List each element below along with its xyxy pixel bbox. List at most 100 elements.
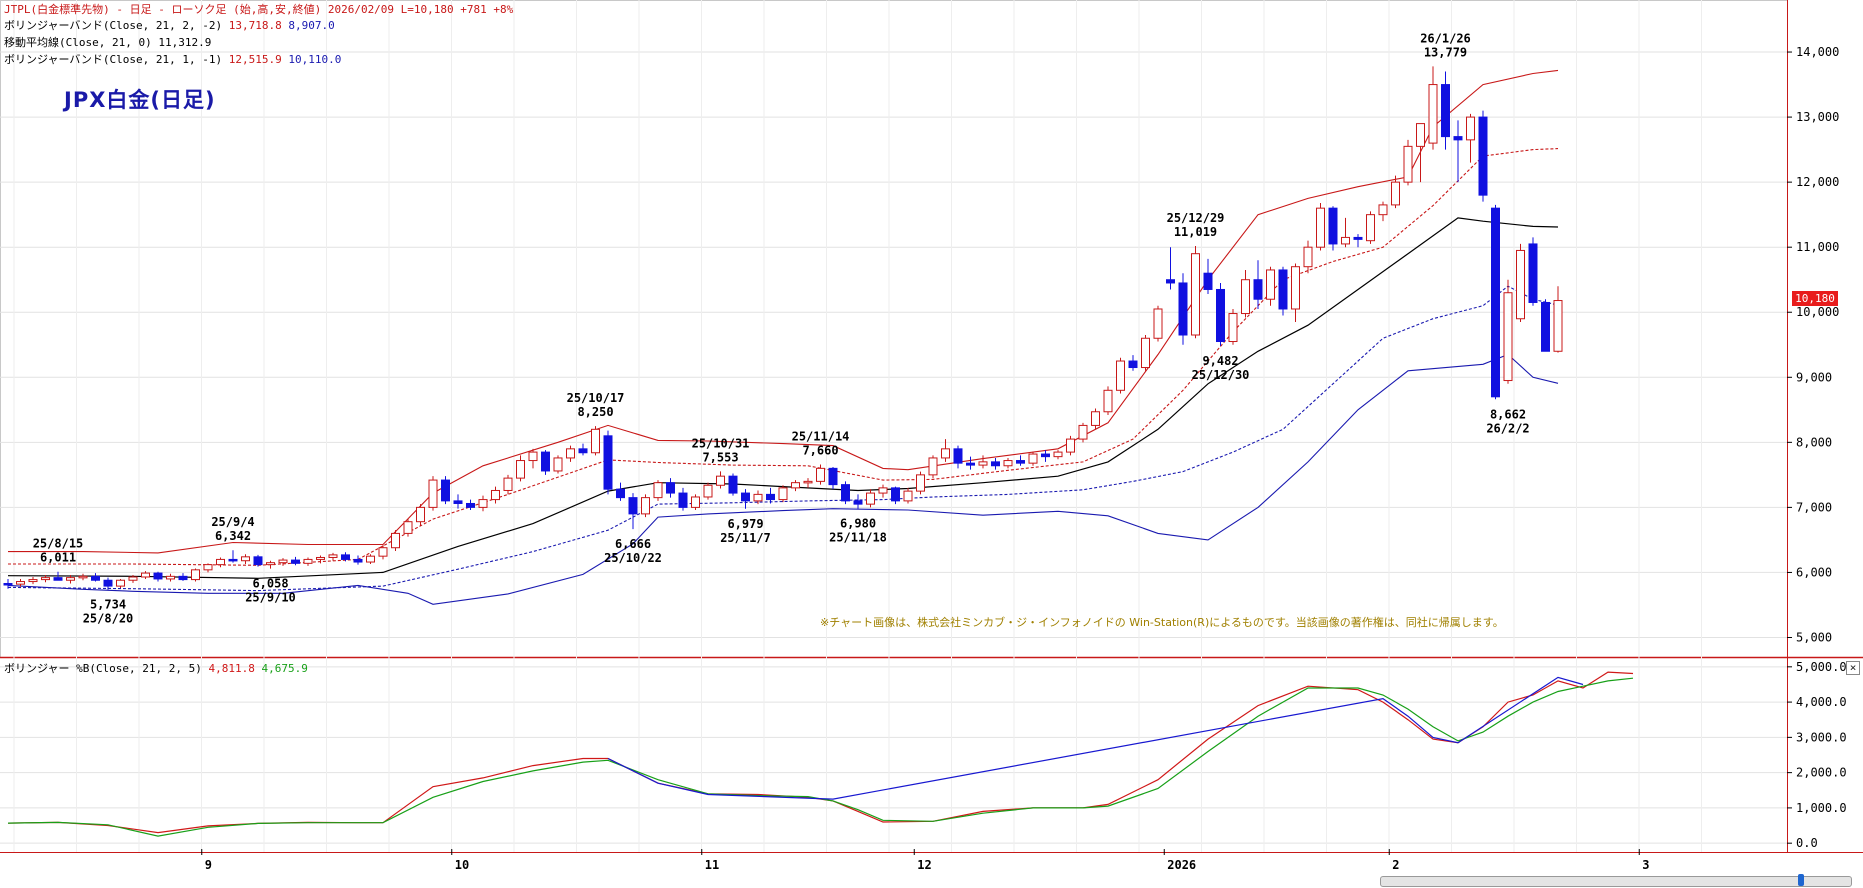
month-label: 10	[455, 858, 469, 872]
sub-ytick-label: 5,000.0	[1796, 660, 1847, 674]
candle-body	[1353, 236, 1363, 240]
candle-body	[266, 562, 275, 566]
annotation-label: 7,553	[702, 450, 738, 464]
candle-body	[303, 558, 313, 564]
candle-body	[641, 497, 650, 515]
annotation-label: 13,779	[1424, 45, 1467, 59]
candle-body	[903, 490, 913, 502]
copyright-note: ※チャート画像は、株式会社ミンカブ・ジ・インフォノイドの Win-Station…	[820, 616, 1504, 629]
candle-body	[1378, 204, 1388, 216]
sub-ytick-label: 2,000.0	[1796, 766, 1847, 780]
candle-body	[103, 579, 113, 587]
candle-body	[166, 575, 175, 580]
candle-body	[628, 497, 638, 515]
candle-body	[478, 499, 488, 508]
annotation-label: 25/11/18	[829, 531, 887, 545]
sub-header: ボリンジャー %B(Close, 21, 2, 5) 4,811.8 4,675…	[4, 662, 308, 675]
candle-body	[1316, 207, 1325, 248]
candle-body	[966, 462, 975, 466]
last-price-badge: 10,180	[1792, 291, 1838, 306]
annotation-label: 26/1/26	[1420, 31, 1471, 45]
candle-body	[991, 461, 1000, 467]
annotation-label: 25/12/30	[1192, 368, 1250, 382]
candle-body	[878, 487, 888, 494]
bb2-lower-value: 8,907.0	[288, 19, 335, 32]
candle-body	[453, 500, 463, 504]
candle-body	[541, 451, 550, 472]
scroll-thumb[interactable]	[1798, 874, 1804, 886]
candle-body	[691, 496, 700, 508]
header-line-ma: 移動平均線(Close, 21, 0) 11,312.9	[4, 36, 211, 49]
candle-body	[728, 475, 738, 494]
candle-body	[1553, 300, 1563, 352]
pctb-blue-line	[607, 676, 1584, 800]
candle-body	[1466, 116, 1475, 141]
annotation-label: 25/11/7	[720, 531, 771, 545]
candle-body	[378, 547, 388, 557]
annotation-label: 25/11/14	[792, 429, 850, 443]
pctb-label: ボリンジャー %B(Close, 21, 2, 5)	[4, 662, 202, 675]
candle-body	[466, 502, 475, 508]
annotation-label: 8,662	[1490, 407, 1526, 421]
candle-body	[66, 577, 75, 581]
pctb-value-green: 4,675.9	[261, 662, 308, 675]
candle-body	[791, 482, 800, 489]
candle-body	[916, 474, 925, 492]
candle-body	[491, 489, 500, 501]
annotation-label: 6,666	[615, 537, 651, 551]
header-line-main: JTPL(白金標準先物) - 日足 - ローソク足 (始,高,安,終値) 202…	[4, 3, 513, 16]
annotation-label: 7,660	[802, 443, 838, 457]
month-label: 2	[1392, 858, 1399, 872]
pctb-value-red: 4,811.8	[208, 662, 255, 675]
candle-body	[128, 576, 138, 581]
candle-body	[228, 558, 238, 562]
candle-body	[353, 558, 363, 563]
bb2-label: ボリンジャーバンド(Close, 21, 2, -2)	[4, 19, 223, 32]
candle-body	[528, 451, 538, 462]
annotation-label: 8,250	[577, 405, 613, 419]
main-ytick-label: 11,000	[1796, 240, 1839, 254]
sub-ytick-label: 0.0	[1796, 836, 1818, 850]
candle-body	[703, 484, 713, 498]
candle-body	[753, 493, 763, 502]
bb2-upper-line	[8, 69, 1559, 554]
candle-body	[416, 506, 425, 523]
annotation-label: 6,058	[252, 577, 288, 591]
main-ytick-label: 6,000	[1796, 565, 1832, 579]
bb1-lower-line	[7, 285, 1559, 592]
candle-body	[566, 448, 575, 459]
chart-title: JPX白金(日足)	[64, 88, 216, 112]
sub-ytick-label: 3,000.0	[1796, 730, 1847, 744]
month-label: 9	[205, 858, 212, 872]
candle-body	[1166, 279, 1175, 284]
ma-value: 11,312.9	[158, 36, 212, 49]
candle-body	[766, 493, 775, 501]
candle-body	[841, 484, 850, 502]
candle-body	[778, 487, 788, 501]
candle-body	[978, 461, 988, 466]
candle-body	[1091, 411, 1100, 426]
candle-body	[1153, 308, 1163, 339]
bb1-lower-value: 10,110.0	[288, 53, 342, 66]
time-scrollbar[interactable]	[1380, 876, 1852, 887]
bb1-label: ボリンジャーバンド(Close, 21, 1, -1)	[4, 53, 223, 66]
header-line-bb2: ボリンジャーバンド(Close, 21, 2, -2) 13,718.8 8,9…	[4, 19, 335, 32]
candle-body	[578, 448, 588, 454]
main-ytick-label: 5,000	[1796, 630, 1832, 644]
candle-body	[1203, 272, 1213, 290]
annotation-label: 6,979	[727, 517, 763, 531]
candle-body	[241, 556, 250, 562]
annotation-label: 25/10/17	[567, 391, 625, 405]
candle-body	[1003, 460, 1013, 467]
candle-body	[1041, 453, 1050, 458]
candle-body	[1303, 246, 1313, 268]
candle-body	[653, 482, 663, 499]
candle-body	[1391, 181, 1400, 206]
close-icon[interactable]: ×	[1846, 661, 1860, 675]
candle-body	[1291, 266, 1300, 310]
candle-body	[591, 428, 600, 454]
candle-body	[1028, 453, 1038, 464]
candle-body	[341, 554, 350, 560]
candle-body	[391, 532, 400, 549]
